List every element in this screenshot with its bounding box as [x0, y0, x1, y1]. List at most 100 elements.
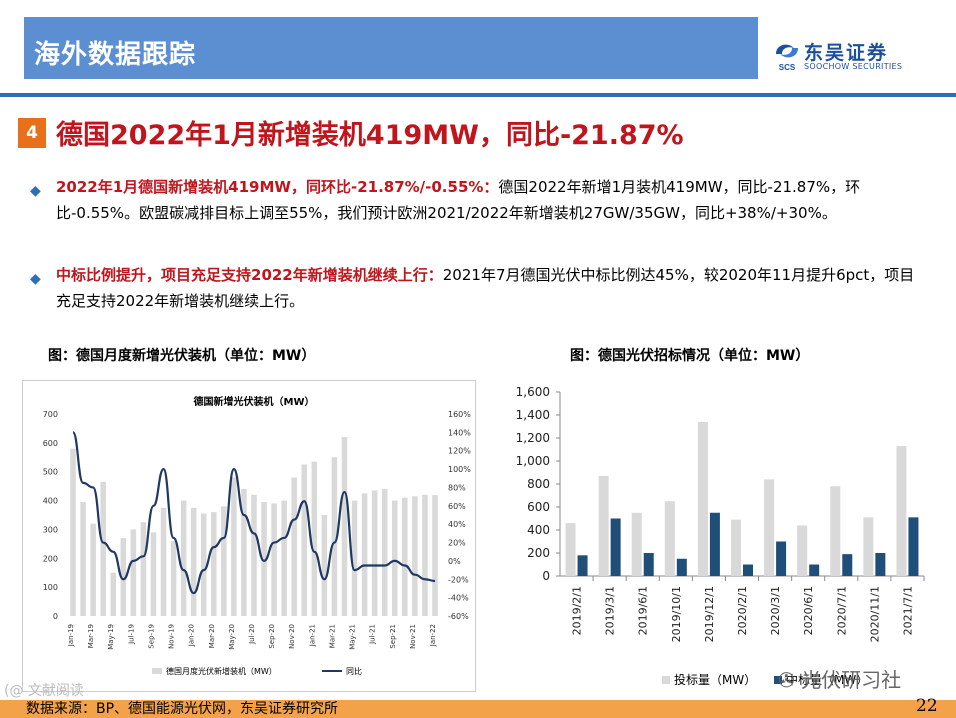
legend-label-awarded: 中标量（MW）: [786, 672, 868, 687]
header-banner: [24, 17, 758, 79]
bar-installations: [281, 500, 287, 616]
bar-installations: [221, 506, 227, 616]
legend-swatch-tender: [662, 676, 670, 684]
logo-name-en: SOOCHOW SECURITIES: [804, 62, 903, 71]
bar-installations: [150, 532, 157, 616]
y-tick-label: 400: [527, 523, 550, 537]
legend-label-tender: 投标量（MW）: [674, 672, 756, 687]
bar-installations: [432, 495, 438, 616]
bar-tender-volume: [863, 517, 874, 576]
x-tick-label: 2020/11/1: [868, 586, 881, 642]
x-tick-label: Jan-20: [188, 624, 196, 647]
y-right-tick-label: 40%: [448, 520, 466, 529]
bar-tender-volume: [631, 512, 642, 576]
x-tick-label: 2019/2/1: [571, 586, 584, 635]
bar-awarded-volume: [676, 558, 687, 576]
y-right-tick-label: 20%: [448, 539, 466, 548]
y-left-tick-label: 200: [43, 554, 58, 563]
legend-label-bars: 德国月度光伏新增装机（MW）: [166, 666, 277, 676]
bar-installations: [140, 522, 147, 616]
y-tick-label: 600: [527, 500, 550, 514]
watermark-text: 光伏研习社: [801, 668, 902, 692]
bar-awarded-volume: [643, 553, 654, 576]
bar-tender-volume: [797, 525, 808, 576]
x-tick-label: Jan-22: [429, 624, 437, 647]
x-tick-label: 2020/7/1: [835, 586, 848, 635]
y-tick-label: 1,200: [516, 431, 550, 445]
bar-installations: [371, 490, 378, 616]
x-tick-label: 2020/2/1: [736, 586, 749, 635]
watermark-left: (@ 文献阅读: [4, 683, 84, 699]
bar-installations: [130, 529, 137, 616]
bar-installations: [361, 493, 368, 616]
diamond-bullet-icon: ◆: [30, 183, 41, 199]
right-figure-title: 图：德国光伏招标情况（单位：MW）: [570, 348, 810, 364]
header-divider: [0, 93, 956, 97]
y-right-tick-label: 80%: [448, 483, 466, 492]
bar-awarded-volume: [875, 553, 886, 576]
y-left-tick-label: 600: [43, 439, 58, 448]
x-tick-label: May-19: [107, 624, 115, 650]
x-tick-label: 2020/3/1: [769, 586, 782, 635]
y-right-tick-label: 0%: [448, 557, 461, 566]
bar-installations: [241, 489, 247, 616]
bar-installations: [170, 540, 177, 616]
bar-tender-volume: [664, 501, 675, 576]
section-number: 4: [18, 118, 46, 148]
y-tick-label: 200: [527, 546, 550, 560]
bullet-1-heading: 2022年1月德国新增装机419MW，同环比-21.87%/-0.55%：: [56, 178, 499, 196]
x-tick-label: 2020/6/1: [802, 586, 815, 635]
y-right-tick-label: -60%: [448, 612, 469, 621]
x-tick-label: Nov-19: [168, 624, 176, 649]
bar-awarded-volume: [743, 564, 753, 576]
x-tick-label: May-20: [228, 624, 236, 650]
bar-installations: [331, 457, 338, 616]
germany-monthly-installations-chart: 德国新增光伏装机（MW） 0 100 200 300 400 500 600 700 -60% -4…: [43, 395, 472, 676]
bar-installations: [200, 513, 207, 616]
x-tick-label: Jan-21: [308, 624, 316, 647]
x-tick-label: 2019/10/1: [670, 586, 683, 642]
y-left-tick-label: 300: [43, 525, 58, 534]
bar-awarded-volume: [610, 518, 621, 576]
bar-awarded-volume: [908, 517, 919, 576]
watermark: ✇ 光伏研习社: [778, 664, 901, 693]
bullet-2: ◆ 中标比例提升，项目充足支持2022年新增装机继续上行：2021年7月德国光伏…: [30, 262, 924, 314]
bar-installations: [291, 477, 297, 616]
legend-swatch-bars: [152, 668, 162, 674]
bar-installations: [271, 503, 277, 616]
bar-tender-volume: [598, 475, 609, 576]
bar-installations: [160, 507, 167, 616]
bar-installations: [391, 500, 398, 616]
bar-installations: [180, 500, 187, 616]
page-number: 22: [916, 696, 938, 716]
bar-tender-volume: [731, 519, 741, 576]
germany-tender-chart: 0 200 400 600 800 1,000 1,200 1,400 1,600 2019/2/…: [516, 385, 925, 687]
bar-installations: [422, 494, 428, 616]
y-right-tick-label: 60%: [448, 502, 466, 511]
line-yoy: [71, 431, 436, 595]
left-chart-frame: [22, 380, 476, 692]
bullet-1: ◆ 2022年1月德国新增装机419MW，同环比-21.87%/-0.55%：德…: [30, 174, 924, 226]
bar-installations: [90, 523, 96, 616]
page-title: 海外数据跟踪: [34, 40, 197, 70]
bar-installations: [211, 512, 217, 616]
x-tick-label: Jan-19: [67, 624, 75, 647]
y-right-tick-label: -20%: [448, 575, 469, 584]
bar-tender-volume: [896, 446, 907, 576]
diamond-bullet-icon: ◆: [30, 271, 41, 287]
y-tick-label: 0: [542, 569, 550, 583]
slide-headline: 德国2022年1月新增装机419MW，同比-21.87%: [56, 120, 684, 151]
bar-installations: [341, 437, 348, 616]
y-tick-label: 1,600: [516, 385, 550, 399]
x-tick-label: 2019/3/1: [604, 586, 617, 635]
bar-installations: [261, 502, 267, 616]
bar-tender-volume: [764, 479, 775, 576]
bar-installations: [231, 477, 237, 616]
bar-tender-volume: [697, 421, 708, 576]
bar-tender-volume: [830, 486, 841, 576]
company-logo: SCS 东吴证券 SOOCHOW SECURITIES: [772, 40, 922, 80]
logo-mark-text: SCS: [779, 63, 796, 72]
bar-installations: [381, 489, 388, 616]
bar-installations: [301, 464, 308, 616]
bar-installations: [110, 572, 117, 616]
